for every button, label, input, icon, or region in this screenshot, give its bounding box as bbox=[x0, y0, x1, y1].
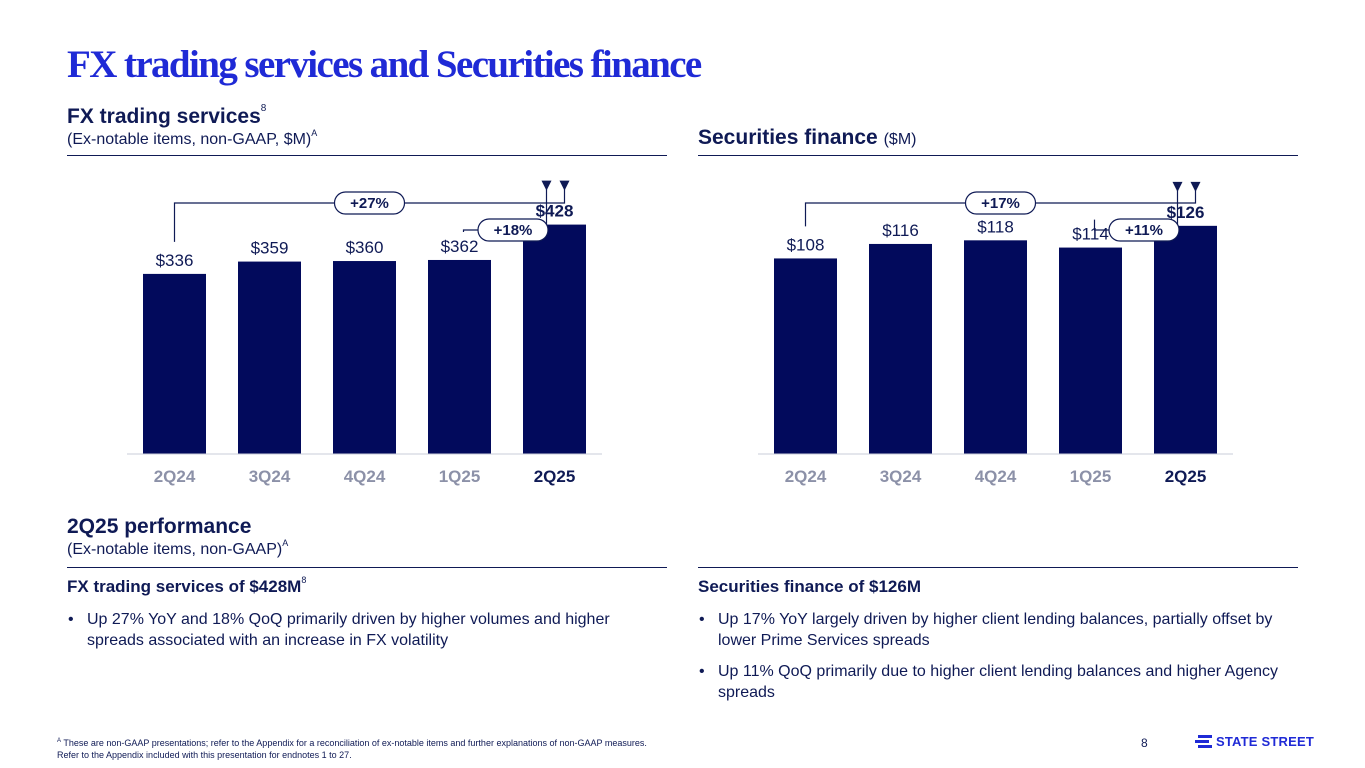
fx-performance-heading: FX trading services of $428M8 bbox=[67, 575, 667, 597]
sec-bullet: Up 17% YoY largely driven by higher clie… bbox=[698, 609, 1298, 651]
change-label: +11% bbox=[1125, 222, 1163, 239]
page-title: FX trading services and Securities finan… bbox=[67, 43, 702, 86]
securities-finance-chart: $108 2Q24 $116 3Q24 $118 4Q24 $114 1Q25 $126 2Q25… bbox=[758, 181, 1233, 486]
fx-performance-heading-text: FX trading services of $428M bbox=[67, 577, 302, 596]
bar-3Q24 bbox=[869, 243, 932, 454]
performance-rule-left bbox=[67, 567, 667, 568]
data-label: $428 bbox=[536, 202, 574, 221]
footnote: A These are non-GAAP presentations; refe… bbox=[57, 735, 647, 761]
fx-section-heading: FX trading services8 bbox=[67, 103, 317, 129]
data-label: $116 bbox=[882, 221, 919, 240]
sec-section-header: Securities finance ($M) bbox=[698, 126, 916, 150]
change-pill bbox=[964, 191, 1037, 215]
sec-section-rule bbox=[698, 155, 1298, 156]
page-number: 8 bbox=[1141, 736, 1148, 750]
change-label: +27% bbox=[350, 195, 389, 212]
footnote-marker: A bbox=[57, 738, 62, 744]
change-pill bbox=[1108, 218, 1180, 242]
change-pill bbox=[333, 191, 406, 215]
x-tick-label: 4Q24 bbox=[975, 467, 1017, 486]
fx-performance-endnote: 8 bbox=[301, 575, 307, 585]
data-label: $360 bbox=[346, 238, 384, 257]
performance-subheading-text: (Ex-notable items, non-GAAP) bbox=[67, 541, 283, 558]
arrow-head-icon bbox=[1190, 181, 1201, 192]
data-label: $336 bbox=[156, 251, 194, 270]
data-label: $126 bbox=[1167, 203, 1205, 222]
x-tick-label: 2Q24 bbox=[154, 467, 196, 486]
fx-subheading-text: (Ex-notable items, non-GAAP, $M) bbox=[67, 131, 312, 148]
bar-4Q24 bbox=[964, 240, 1027, 454]
bar-2Q24 bbox=[143, 273, 206, 454]
sec-performance: Securities finance of $126M Up 17% YoY l… bbox=[698, 577, 1298, 713]
bar-1Q25 bbox=[428, 259, 491, 454]
state-street-logo-icon bbox=[1195, 735, 1212, 748]
sec-heading-text: Securities finance bbox=[698, 126, 878, 149]
change-label: +17% bbox=[981, 195, 1020, 212]
performance-header: 2Q25 performance (Ex-notable items, non-… bbox=[67, 515, 288, 559]
sec-performance-bullets: Up 17% YoY largely driven by higher clie… bbox=[698, 609, 1298, 703]
bar-1Q25 bbox=[1059, 247, 1122, 454]
footnote-line-1-text: These are non-GAAP presentations; refer … bbox=[63, 738, 647, 748]
fx-subheading-marker: A bbox=[311, 128, 318, 138]
data-label: $114 bbox=[1072, 225, 1109, 244]
fx-bullet: Up 27% YoY and 18% QoQ primarily driven … bbox=[67, 609, 667, 651]
data-label: $108 bbox=[787, 235, 825, 254]
x-tick-label: 2Q25 bbox=[1165, 467, 1207, 486]
x-tick-label: 3Q24 bbox=[880, 467, 922, 486]
arrow-head-icon bbox=[559, 180, 570, 191]
performance-subheading-marker: A bbox=[282, 538, 289, 548]
bar-2Q25 bbox=[523, 224, 586, 454]
arrow-head-icon bbox=[1172, 181, 1183, 192]
change-pill bbox=[477, 218, 549, 242]
x-tick-label: 2Q24 bbox=[785, 467, 827, 486]
fx-trading-chart: $336 2Q24 $359 3Q24 $360 4Q24 $362 1Q25 $428 2Q25… bbox=[127, 180, 602, 486]
change-label: +18% bbox=[494, 222, 533, 239]
bar-2Q25 bbox=[1154, 225, 1217, 454]
footnote-line-1: A These are non-GAAP presentations; refe… bbox=[57, 735, 647, 749]
state-street-logo: STATE STREET bbox=[1195, 733, 1314, 750]
arrow-head-icon bbox=[541, 180, 552, 191]
sec-bullet: Up 11% QoQ primarily due to higher clien… bbox=[698, 661, 1298, 703]
bar-2Q24 bbox=[774, 258, 837, 454]
fx-heading-endnote: 8 bbox=[260, 103, 267, 114]
sec-heading-unit: ($M) bbox=[883, 131, 917, 148]
fx-performance: FX trading services of $428M8 Up 27% YoY… bbox=[67, 575, 667, 661]
sec-section-heading: Securities finance ($M) bbox=[698, 126, 916, 150]
x-tick-label: 3Q24 bbox=[249, 467, 291, 486]
x-tick-label: 1Q25 bbox=[1070, 467, 1112, 486]
fx-performance-bullets: Up 27% YoY and 18% QoQ primarily driven … bbox=[67, 609, 667, 651]
x-tick-label: 2Q25 bbox=[534, 467, 576, 486]
data-label: $359 bbox=[251, 239, 289, 258]
sec-performance-heading: Securities finance of $126M bbox=[698, 577, 921, 596]
x-tick-label: 4Q24 bbox=[344, 467, 386, 486]
fx-heading-text: FX trading services bbox=[67, 105, 261, 128]
fx-section-rule bbox=[67, 155, 667, 156]
state-street-logo-text: STATE STREET bbox=[1216, 734, 1314, 749]
performance-heading: 2Q25 performance bbox=[67, 515, 252, 538]
performance-subheading: (Ex-notable items, non-GAAP)A bbox=[67, 538, 289, 559]
fx-section-header: FX trading services8 (Ex-notable items, … bbox=[67, 103, 318, 149]
data-label: $118 bbox=[977, 217, 1014, 236]
footnote-line-2: Refer to the Appendix included with this… bbox=[57, 750, 352, 760]
x-tick-label: 1Q25 bbox=[439, 467, 481, 486]
performance-rule-right bbox=[698, 567, 1298, 568]
bar-3Q24 bbox=[238, 261, 301, 454]
data-label: $362 bbox=[441, 237, 479, 256]
bar-4Q24 bbox=[333, 261, 396, 454]
fx-section-subheading: (Ex-notable items, non-GAAP, $M)A bbox=[67, 128, 318, 149]
